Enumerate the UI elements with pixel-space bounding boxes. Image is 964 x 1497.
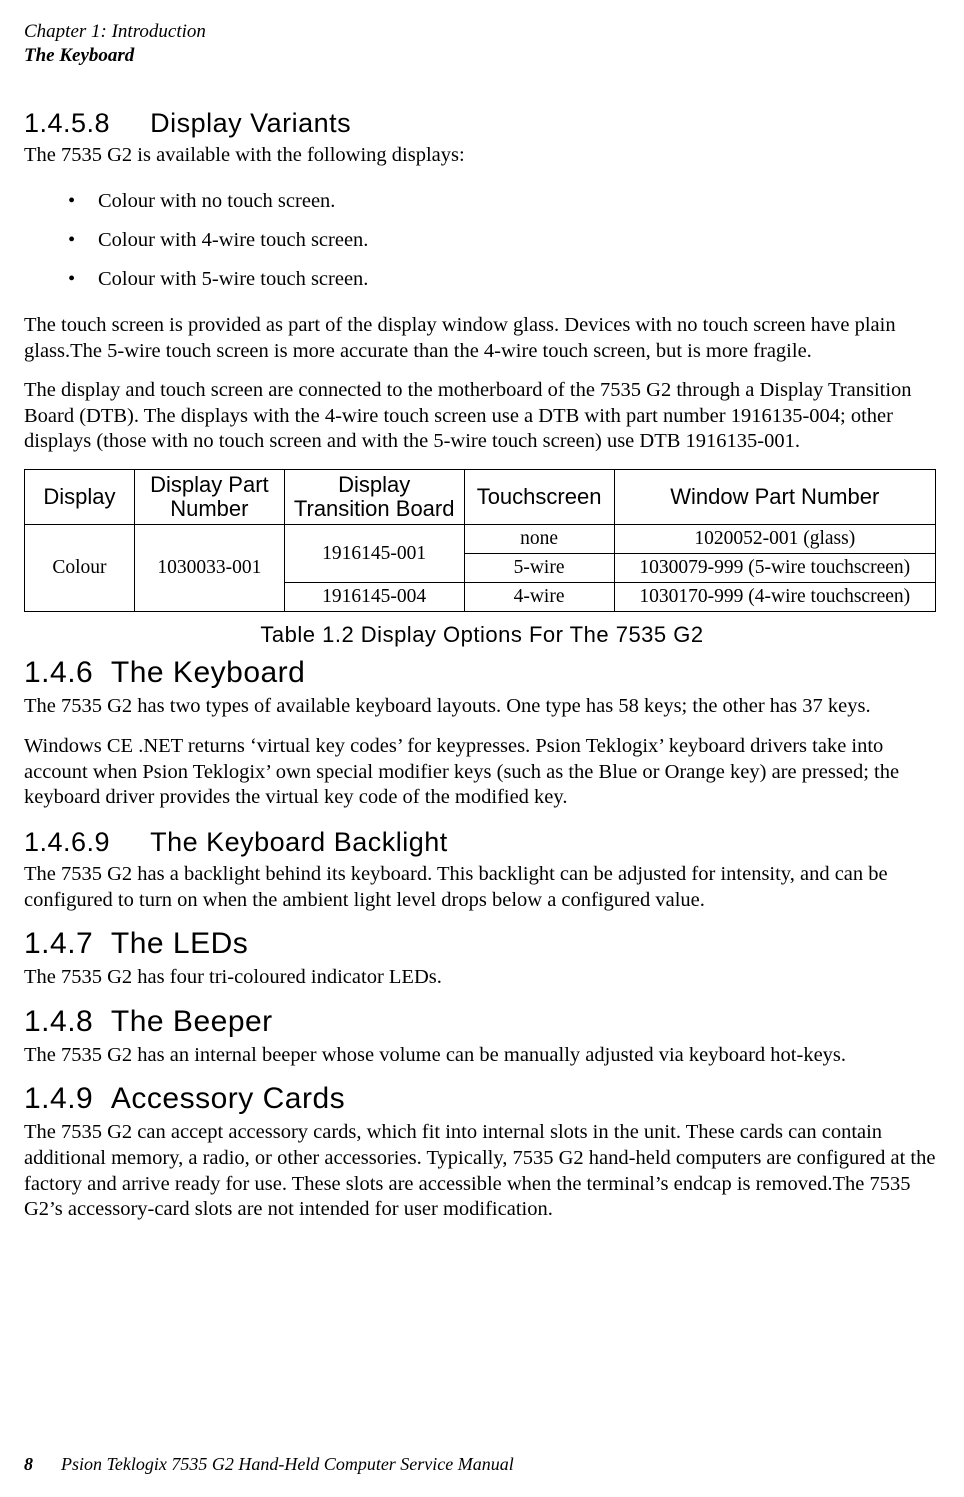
heading-number: 1.4.8 xyxy=(24,1005,93,1038)
paragraph: The 7535 G2 has a backlight behind its k… xyxy=(24,862,940,913)
page-number: 8 xyxy=(24,1454,33,1474)
heading-1-4-7: 1.4.7 The LEDs xyxy=(24,927,940,961)
display-options-table: Display Display Part Number Display Tran… xyxy=(24,469,936,612)
cell-win-5wire: 1030079-999 (5-wire touchscreen) xyxy=(614,554,935,583)
list-item: Colour with 4-wire touch screen. xyxy=(24,221,940,260)
paragraph: The 7535 G2 has four tri-coloured indica… xyxy=(24,965,940,991)
paragraph: Windows CE .NET returns ‘virtual key cod… xyxy=(24,734,940,811)
header-line: Number xyxy=(170,496,248,521)
heading-number: 1.4.6.9 xyxy=(24,827,110,857)
running-header-chapter: Chapter 1: Introduction xyxy=(24,20,940,44)
cell-display-pn: 1030033-001 xyxy=(134,525,284,612)
heading-1-4-9: 1.4.9 Accessory Cards xyxy=(24,1082,940,1116)
page-footer: 8 Psion Teklogix 7535 G2 Hand-Held Comput… xyxy=(24,1454,514,1475)
heading-number: 1.4.9 xyxy=(24,1082,93,1115)
heading-number: 1.4.7 xyxy=(24,927,93,960)
display-variants-list: Colour with no touch screen. Colour with… xyxy=(24,182,940,299)
heading-1-4-8: 1.4.8 The Beeper xyxy=(24,1005,940,1039)
paragraph: The 7535 G2 is available with the follow… xyxy=(24,143,940,169)
cell-ts-none: none xyxy=(464,525,614,554)
cell-ts-5wire: 5-wire xyxy=(464,554,614,583)
heading-1-4-6-9: 1.4.6.9 The Keyboard Backlight xyxy=(24,827,940,858)
col-display-part-number: Display Part Number xyxy=(134,470,284,525)
heading-title: The Beeper xyxy=(111,1005,273,1038)
heading-1-4-6: 1.4.6 The Keyboard xyxy=(24,656,940,690)
footer-title: Psion Teklogix 7535 G2 Hand-Held Compute… xyxy=(61,1454,514,1474)
col-dtb: Display Transition Board xyxy=(284,470,464,525)
running-header-section: The Keyboard xyxy=(24,44,940,68)
heading-1-4-5-8: 1.4.5.8 Display Variants xyxy=(24,108,940,139)
col-display: Display xyxy=(25,470,135,525)
header-line: Display xyxy=(338,472,410,497)
heading-number: 1.4.5.8 xyxy=(24,108,110,138)
header-line: Transition Board xyxy=(294,496,455,521)
list-item: Colour with no touch screen. xyxy=(24,182,940,221)
header-line: Display Part xyxy=(150,472,269,497)
col-touchscreen: Touchscreen xyxy=(464,470,614,525)
paragraph: The 7535 G2 has two types of available k… xyxy=(24,694,940,720)
paragraph: The 7535 G2 can accept accessory cards, … xyxy=(24,1120,940,1223)
paragraph: The 7535 G2 has an internal beeper whose… xyxy=(24,1043,940,1069)
cell-dtb-a: 1916145-001 xyxy=(284,525,464,583)
table-row: Colour 1030033-001 1916145-001 none 1020… xyxy=(25,525,936,554)
cell-dtb-b: 1916145-004 xyxy=(284,583,464,612)
table-caption: Table 1.2 Display Options For The 7535 G… xyxy=(24,622,940,648)
running-header: Chapter 1: Introduction The Keyboard xyxy=(24,20,940,68)
cell-win-4wire: 1030170-999 (4-wire touchscreen) xyxy=(614,583,935,612)
table-header-row: Display Display Part Number Display Tran… xyxy=(25,470,936,525)
heading-title: The Keyboard xyxy=(111,656,305,689)
list-item: Colour with 5-wire touch screen. xyxy=(24,260,940,299)
paragraph: The touch screen is provided as part of … xyxy=(24,313,940,364)
heading-title: Accessory Cards xyxy=(111,1082,345,1115)
heading-number: 1.4.6 xyxy=(24,656,93,689)
heading-title: The Keyboard Backlight xyxy=(150,827,448,857)
paragraph: The display and touch screen are connect… xyxy=(24,378,940,455)
cell-display: Colour xyxy=(25,525,135,612)
cell-win-none: 1020052-001 (glass) xyxy=(614,525,935,554)
heading-title: The LEDs xyxy=(111,927,248,960)
heading-title: Display Variants xyxy=(150,108,351,138)
cell-ts-4wire: 4-wire xyxy=(464,583,614,612)
col-window-part-number: Window Part Number xyxy=(614,470,935,525)
